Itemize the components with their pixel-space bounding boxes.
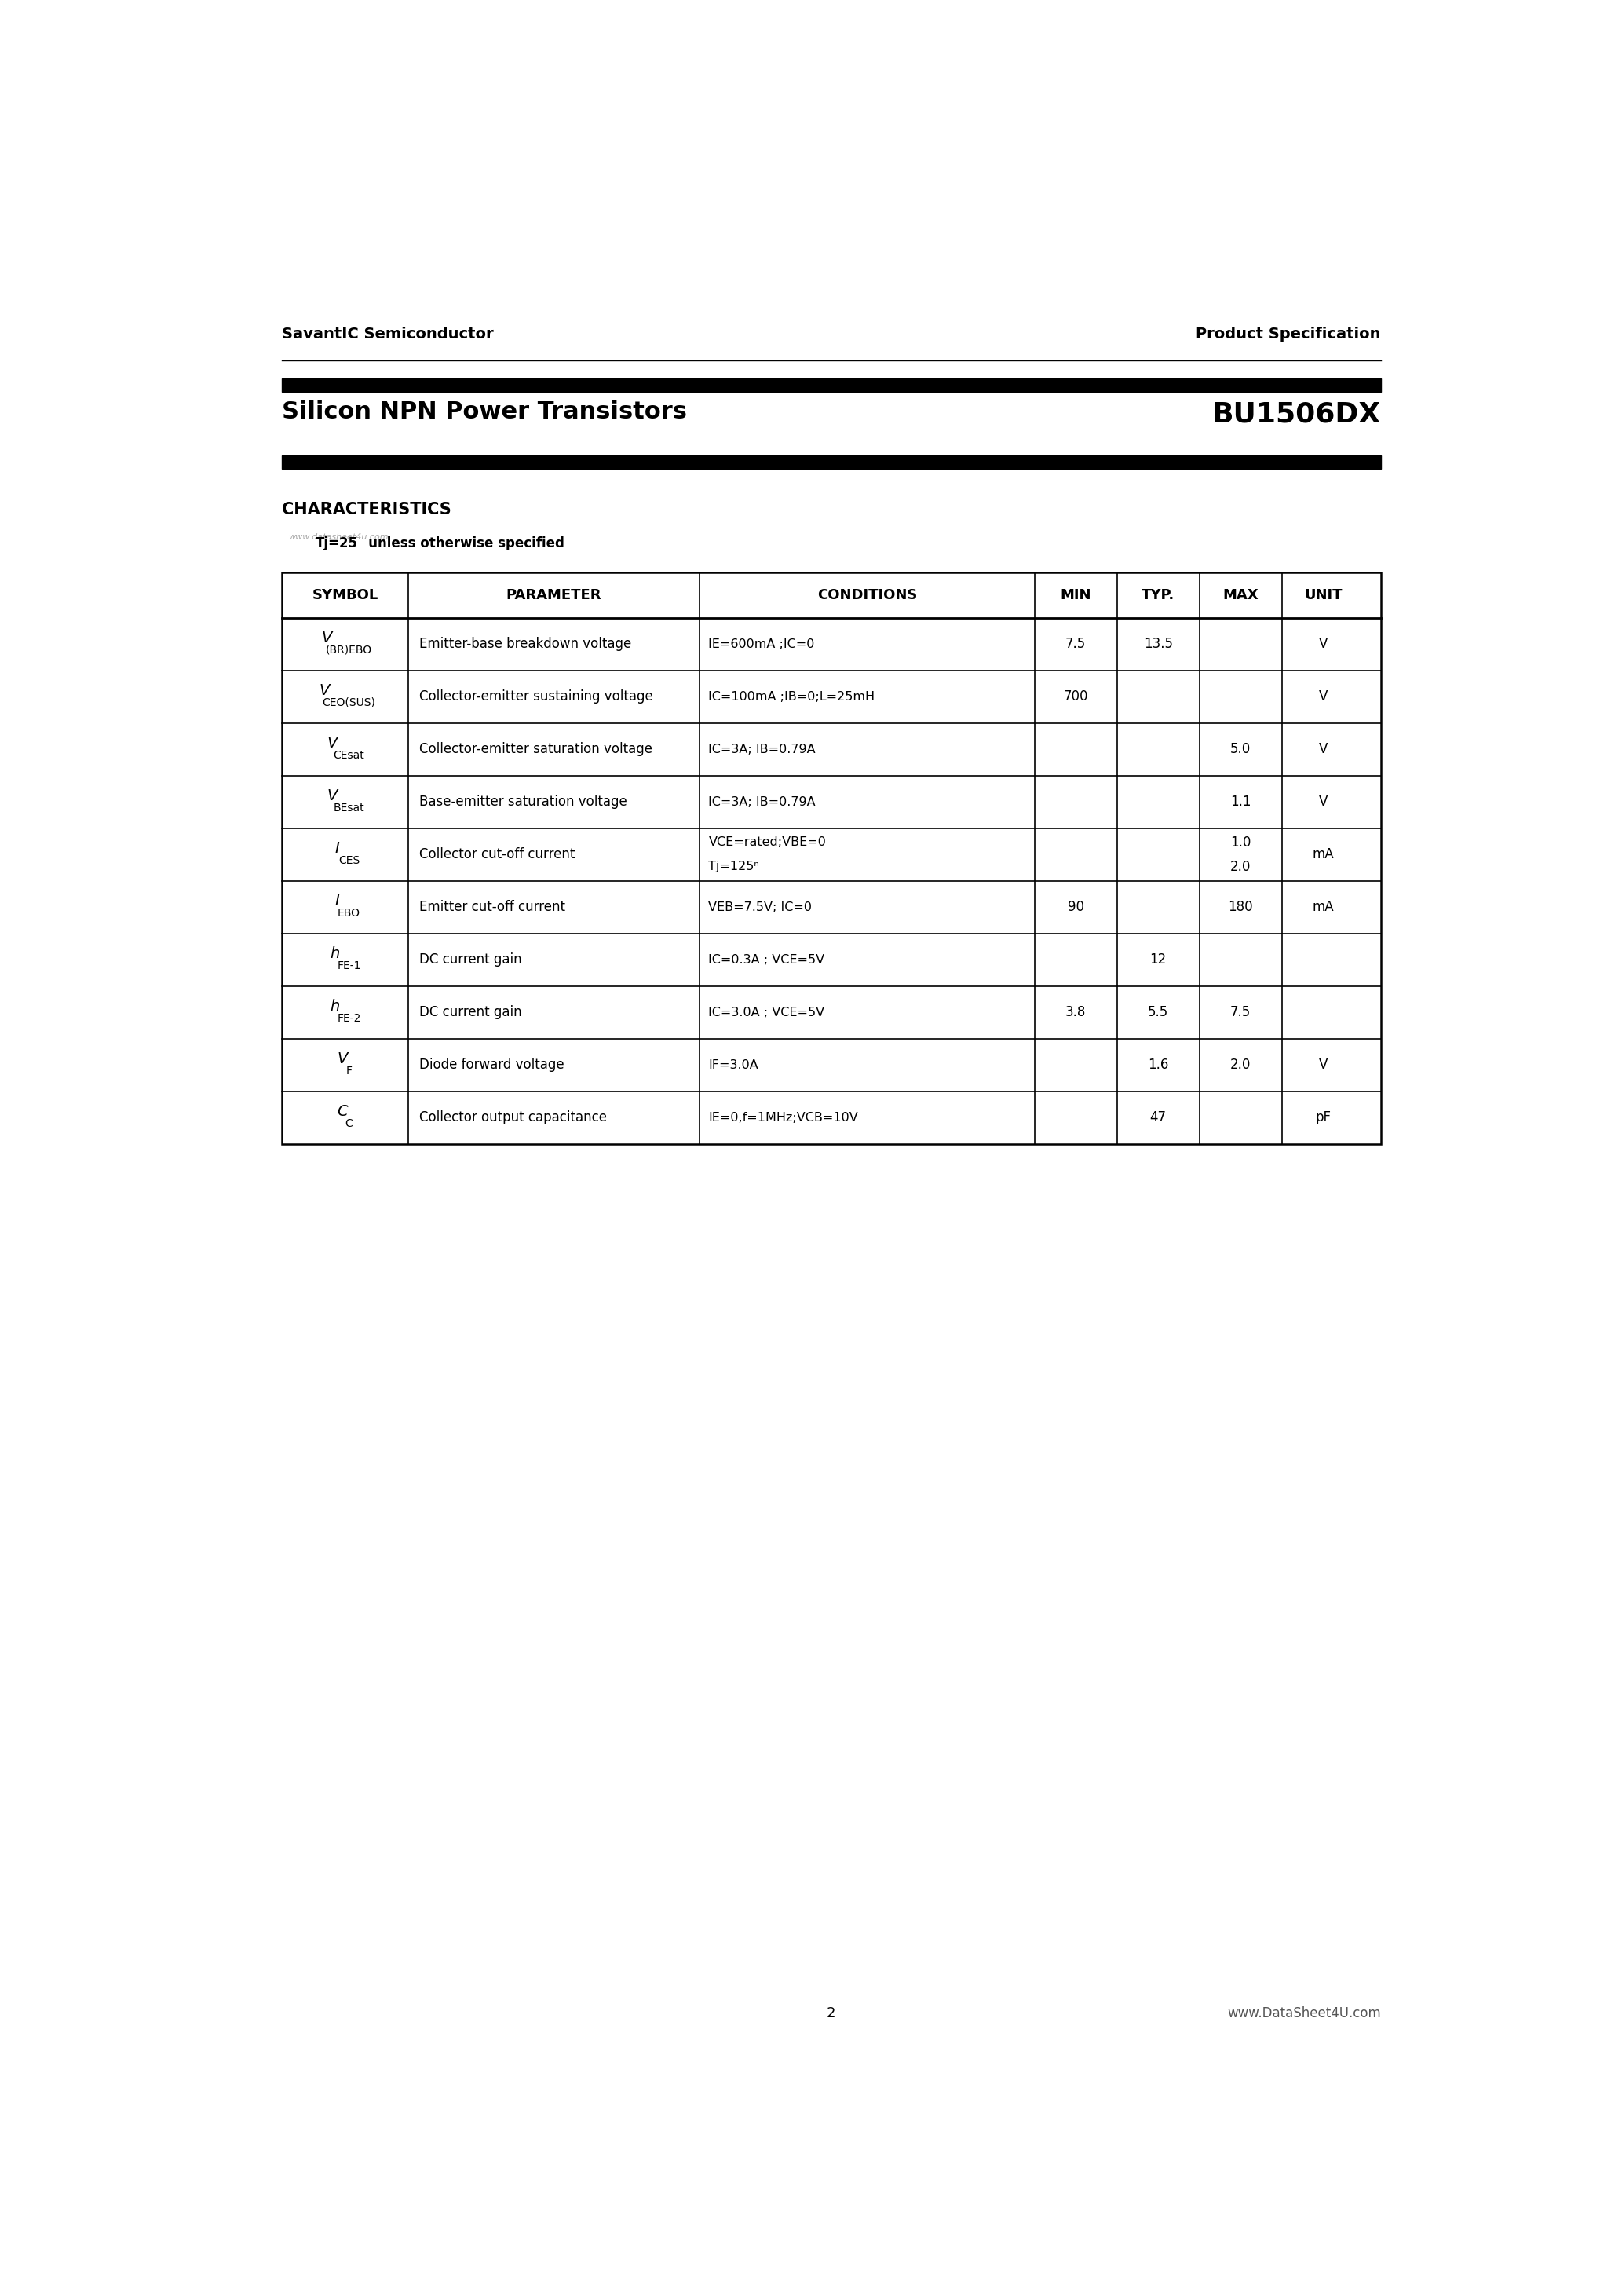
- Text: V: V: [1319, 794, 1327, 808]
- Text: F: F: [345, 1065, 352, 1077]
- Text: CHARACTERISTICS: CHARACTERISTICS: [282, 501, 451, 517]
- Text: Emitter cut-off current: Emitter cut-off current: [418, 900, 564, 914]
- Text: V: V: [1319, 689, 1327, 703]
- Text: 12: 12: [1150, 953, 1166, 967]
- Text: CEO(SUS): CEO(SUS): [323, 698, 376, 707]
- Text: FE-1: FE-1: [337, 960, 362, 971]
- Text: Diode forward voltage: Diode forward voltage: [418, 1058, 564, 1072]
- Text: 7.5: 7.5: [1066, 636, 1087, 652]
- Text: IF=3.0A: IF=3.0A: [709, 1058, 759, 1070]
- Text: unless otherwise specified: unless otherwise specified: [355, 535, 564, 551]
- Text: 13.5: 13.5: [1144, 636, 1173, 652]
- Text: V: V: [320, 684, 329, 698]
- Text: BEsat: BEsat: [334, 801, 365, 813]
- Text: UNIT: UNIT: [1304, 588, 1341, 602]
- Text: BU1506DX: BU1506DX: [1212, 402, 1380, 427]
- Text: www.datasheet4u.com: www.datasheet4u.com: [289, 533, 388, 542]
- Text: VCE=rated;VBE=0: VCE=rated;VBE=0: [709, 836, 826, 847]
- Text: FE-2: FE-2: [337, 1013, 362, 1024]
- Text: CONDITIONS: CONDITIONS: [817, 588, 916, 602]
- Text: IE=600mA ;IC=0: IE=600mA ;IC=0: [709, 638, 814, 650]
- Text: V: V: [321, 631, 333, 645]
- Text: Collector cut-off current: Collector cut-off current: [418, 847, 574, 861]
- Text: Tj=125ⁿ: Tj=125ⁿ: [709, 861, 759, 872]
- Text: V: V: [337, 1052, 347, 1065]
- Text: (BR)EBO: (BR)EBO: [326, 645, 371, 657]
- Text: h: h: [329, 999, 339, 1013]
- Text: mA: mA: [1312, 847, 1333, 861]
- Text: V: V: [1319, 742, 1327, 755]
- Text: VEB=7.5V; IC=0: VEB=7.5V; IC=0: [709, 900, 813, 914]
- Text: MAX: MAX: [1223, 588, 1259, 602]
- Text: V: V: [328, 735, 337, 751]
- Text: DC current gain: DC current gain: [418, 953, 522, 967]
- Bar: [282, 455, 1380, 468]
- Text: V: V: [328, 788, 337, 804]
- Text: IE=0,f=1MHz;VCB=10V: IE=0,f=1MHz;VCB=10V: [709, 1111, 858, 1123]
- Text: Collector-emitter saturation voltage: Collector-emitter saturation voltage: [418, 742, 652, 755]
- Text: PARAMETER: PARAMETER: [506, 588, 602, 602]
- Text: pF: pF: [1315, 1111, 1332, 1125]
- Bar: [282, 572, 1380, 1143]
- Text: CEsat: CEsat: [334, 751, 365, 760]
- Text: 1.0: 1.0: [1229, 836, 1251, 850]
- Text: MIN: MIN: [1061, 588, 1092, 602]
- Text: 1.1: 1.1: [1229, 794, 1251, 808]
- Bar: [282, 379, 1380, 393]
- Text: Collector-emitter sustaining voltage: Collector-emitter sustaining voltage: [418, 689, 654, 703]
- Text: IC=3A; IB=0.79A: IC=3A; IB=0.79A: [709, 744, 816, 755]
- Text: 5.0: 5.0: [1231, 742, 1251, 755]
- Text: C: C: [345, 1118, 354, 1130]
- Text: 2: 2: [827, 2007, 835, 2020]
- Text: 3.8: 3.8: [1066, 1006, 1087, 1019]
- Text: Collector output capacitance: Collector output capacitance: [418, 1111, 607, 1125]
- Text: Base-emitter saturation voltage: Base-emitter saturation voltage: [418, 794, 628, 808]
- Text: SavantIC Semiconductor: SavantIC Semiconductor: [282, 326, 493, 342]
- Text: I: I: [336, 840, 339, 856]
- Text: 1.6: 1.6: [1148, 1058, 1168, 1072]
- Text: IC=100mA ;IB=0;L=25mH: IC=100mA ;IB=0;L=25mH: [709, 691, 876, 703]
- Text: IC=3.0A ; VCE=5V: IC=3.0A ; VCE=5V: [709, 1006, 826, 1017]
- Text: 700: 700: [1064, 689, 1088, 703]
- Text: IC=3A; IB=0.79A: IC=3A; IB=0.79A: [709, 797, 816, 808]
- Text: 180: 180: [1228, 900, 1254, 914]
- Text: 90: 90: [1067, 900, 1083, 914]
- Text: Tj=25: Tj=25: [315, 535, 358, 551]
- Text: IC=0.3A ; VCE=5V: IC=0.3A ; VCE=5V: [709, 953, 826, 967]
- Text: I: I: [336, 893, 339, 909]
- Text: Silicon NPN Power Transistors: Silicon NPN Power Transistors: [282, 402, 688, 422]
- Text: 5.5: 5.5: [1148, 1006, 1168, 1019]
- Text: Emitter-base breakdown voltage: Emitter-base breakdown voltage: [418, 636, 631, 652]
- Text: 47: 47: [1150, 1111, 1166, 1125]
- Text: V: V: [1319, 636, 1327, 652]
- Text: Product Specification: Product Specification: [1195, 326, 1380, 342]
- Text: 7.5: 7.5: [1231, 1006, 1251, 1019]
- Text: CES: CES: [339, 854, 360, 866]
- Text: DC current gain: DC current gain: [418, 1006, 522, 1019]
- Text: EBO: EBO: [337, 907, 360, 918]
- Text: V: V: [1319, 1058, 1327, 1072]
- Text: mA: mA: [1312, 900, 1333, 914]
- Text: www.DataSheet4U.com: www.DataSheet4U.com: [1226, 2007, 1380, 2020]
- Text: SYMBOL: SYMBOL: [311, 588, 378, 602]
- Text: 2.0: 2.0: [1229, 859, 1251, 872]
- Text: TYP.: TYP.: [1142, 588, 1174, 602]
- Text: 2.0: 2.0: [1229, 1058, 1251, 1072]
- Text: h: h: [329, 946, 339, 962]
- Text: C: C: [337, 1104, 347, 1118]
